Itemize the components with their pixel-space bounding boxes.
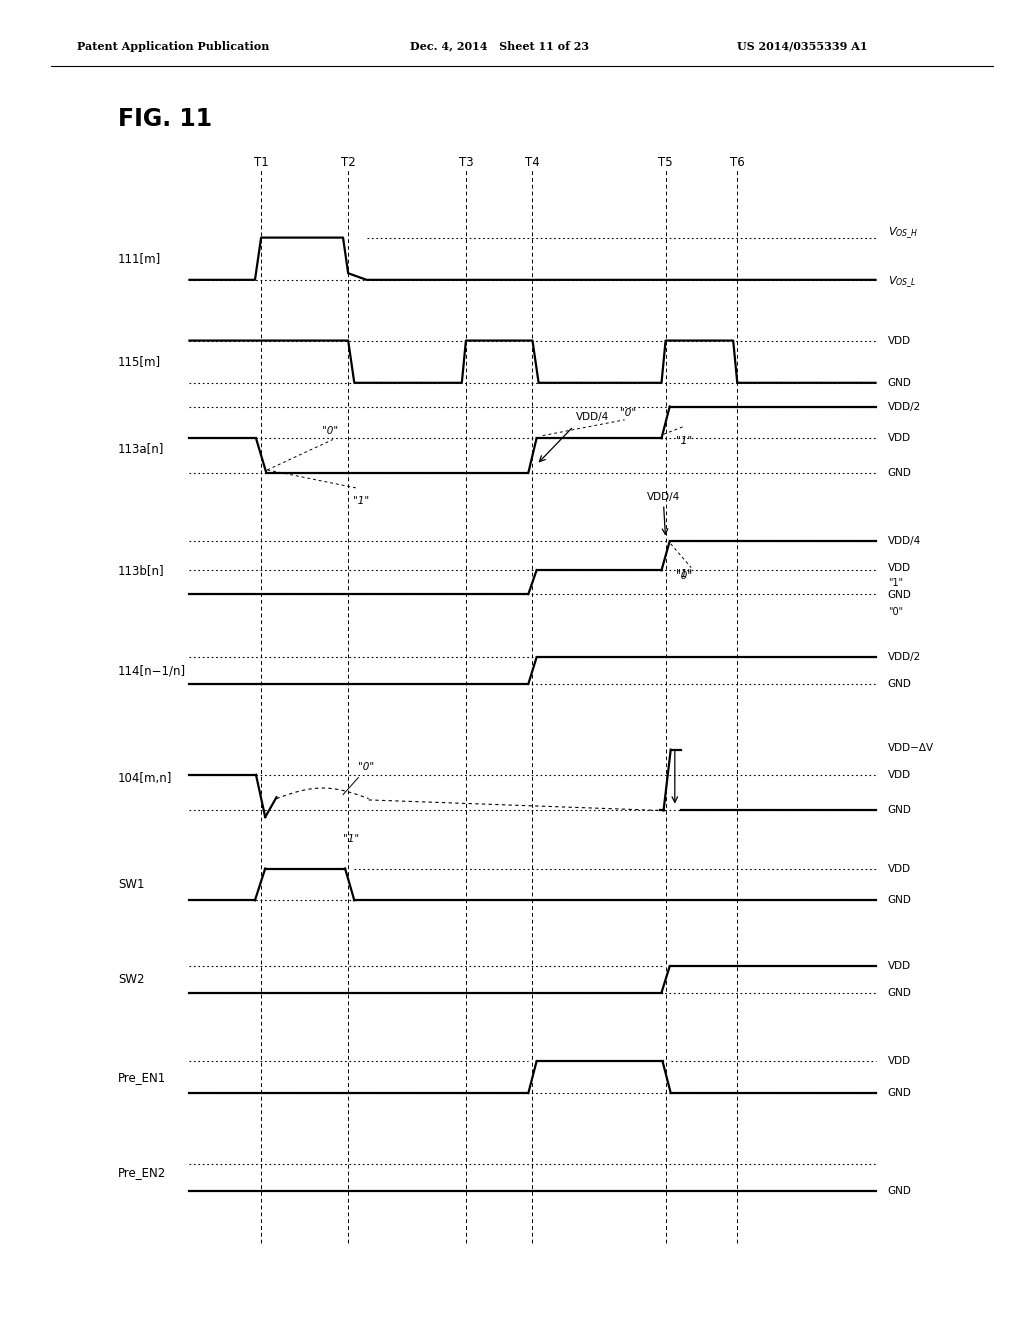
Text: "1": "1" xyxy=(343,834,359,845)
Text: 104[m,n]: 104[m,n] xyxy=(118,772,172,785)
Text: VDD/4: VDD/4 xyxy=(575,412,608,422)
Text: GND: GND xyxy=(888,467,911,478)
Text: Dec. 4, 2014   Sheet 11 of 23: Dec. 4, 2014 Sheet 11 of 23 xyxy=(410,41,589,51)
Text: "0": "0" xyxy=(358,762,375,772)
Text: 113b[n]: 113b[n] xyxy=(118,564,165,577)
Text: T5: T5 xyxy=(658,156,673,169)
Text: "0": "0" xyxy=(620,408,636,418)
Text: GND: GND xyxy=(888,987,911,998)
Text: VDD: VDD xyxy=(888,562,911,573)
Text: VDD: VDD xyxy=(888,335,911,346)
Text: "1": "1" xyxy=(676,569,692,579)
Text: SW2: SW2 xyxy=(118,973,144,986)
Text: GND: GND xyxy=(888,1088,911,1098)
Text: VDD: VDD xyxy=(888,961,911,972)
Text: US 2014/0355339 A1: US 2014/0355339 A1 xyxy=(737,41,867,51)
Text: SW1: SW1 xyxy=(118,878,144,891)
Text: $V_{\mathregular{OS\_L}}$: $V_{\mathregular{OS\_L}}$ xyxy=(888,275,916,290)
Text: VDD: VDD xyxy=(888,1056,911,1067)
Text: $V_{\mathregular{OS\_H}}$: $V_{\mathregular{OS\_H}}$ xyxy=(888,226,918,242)
Text: "1": "1" xyxy=(888,578,903,589)
Text: GND: GND xyxy=(888,378,911,388)
Text: T4: T4 xyxy=(525,156,540,169)
Text: "0": "0" xyxy=(676,570,692,581)
Text: "0": "0" xyxy=(888,607,903,618)
Text: "1": "1" xyxy=(676,436,692,446)
Text: VDD/4: VDD/4 xyxy=(647,491,680,502)
Text: T1: T1 xyxy=(254,156,268,169)
Text: GND: GND xyxy=(888,590,911,601)
Text: VDD/2: VDD/2 xyxy=(888,652,921,663)
Text: Pre_EN2: Pre_EN2 xyxy=(118,1166,166,1179)
Text: 114[n−1/n]: 114[n−1/n] xyxy=(118,664,186,677)
Text: GND: GND xyxy=(888,1185,911,1196)
Text: T2: T2 xyxy=(341,156,355,169)
Text: VDD−ΔV: VDD−ΔV xyxy=(888,743,934,754)
Text: VDD: VDD xyxy=(888,770,911,780)
Text: FIG. 11: FIG. 11 xyxy=(118,107,212,131)
Text: VDD/4: VDD/4 xyxy=(888,536,921,546)
Text: T3: T3 xyxy=(459,156,473,169)
Text: VDD: VDD xyxy=(888,863,911,874)
Text: Patent Application Publication: Patent Application Publication xyxy=(77,41,269,51)
Text: GND: GND xyxy=(888,895,911,906)
Text: GND: GND xyxy=(888,805,911,816)
Text: Pre_EN1: Pre_EN1 xyxy=(118,1071,166,1084)
Text: 111[m]: 111[m] xyxy=(118,252,161,265)
Text: GND: GND xyxy=(888,678,911,689)
Text: "0": "0" xyxy=(322,425,338,436)
Text: T6: T6 xyxy=(730,156,744,169)
Text: 113a[n]: 113a[n] xyxy=(118,442,164,455)
Text: 115[m]: 115[m] xyxy=(118,355,161,368)
Text: "1": "1" xyxy=(353,496,370,507)
Text: VDD: VDD xyxy=(888,433,911,444)
Text: VDD/2: VDD/2 xyxy=(888,401,921,412)
